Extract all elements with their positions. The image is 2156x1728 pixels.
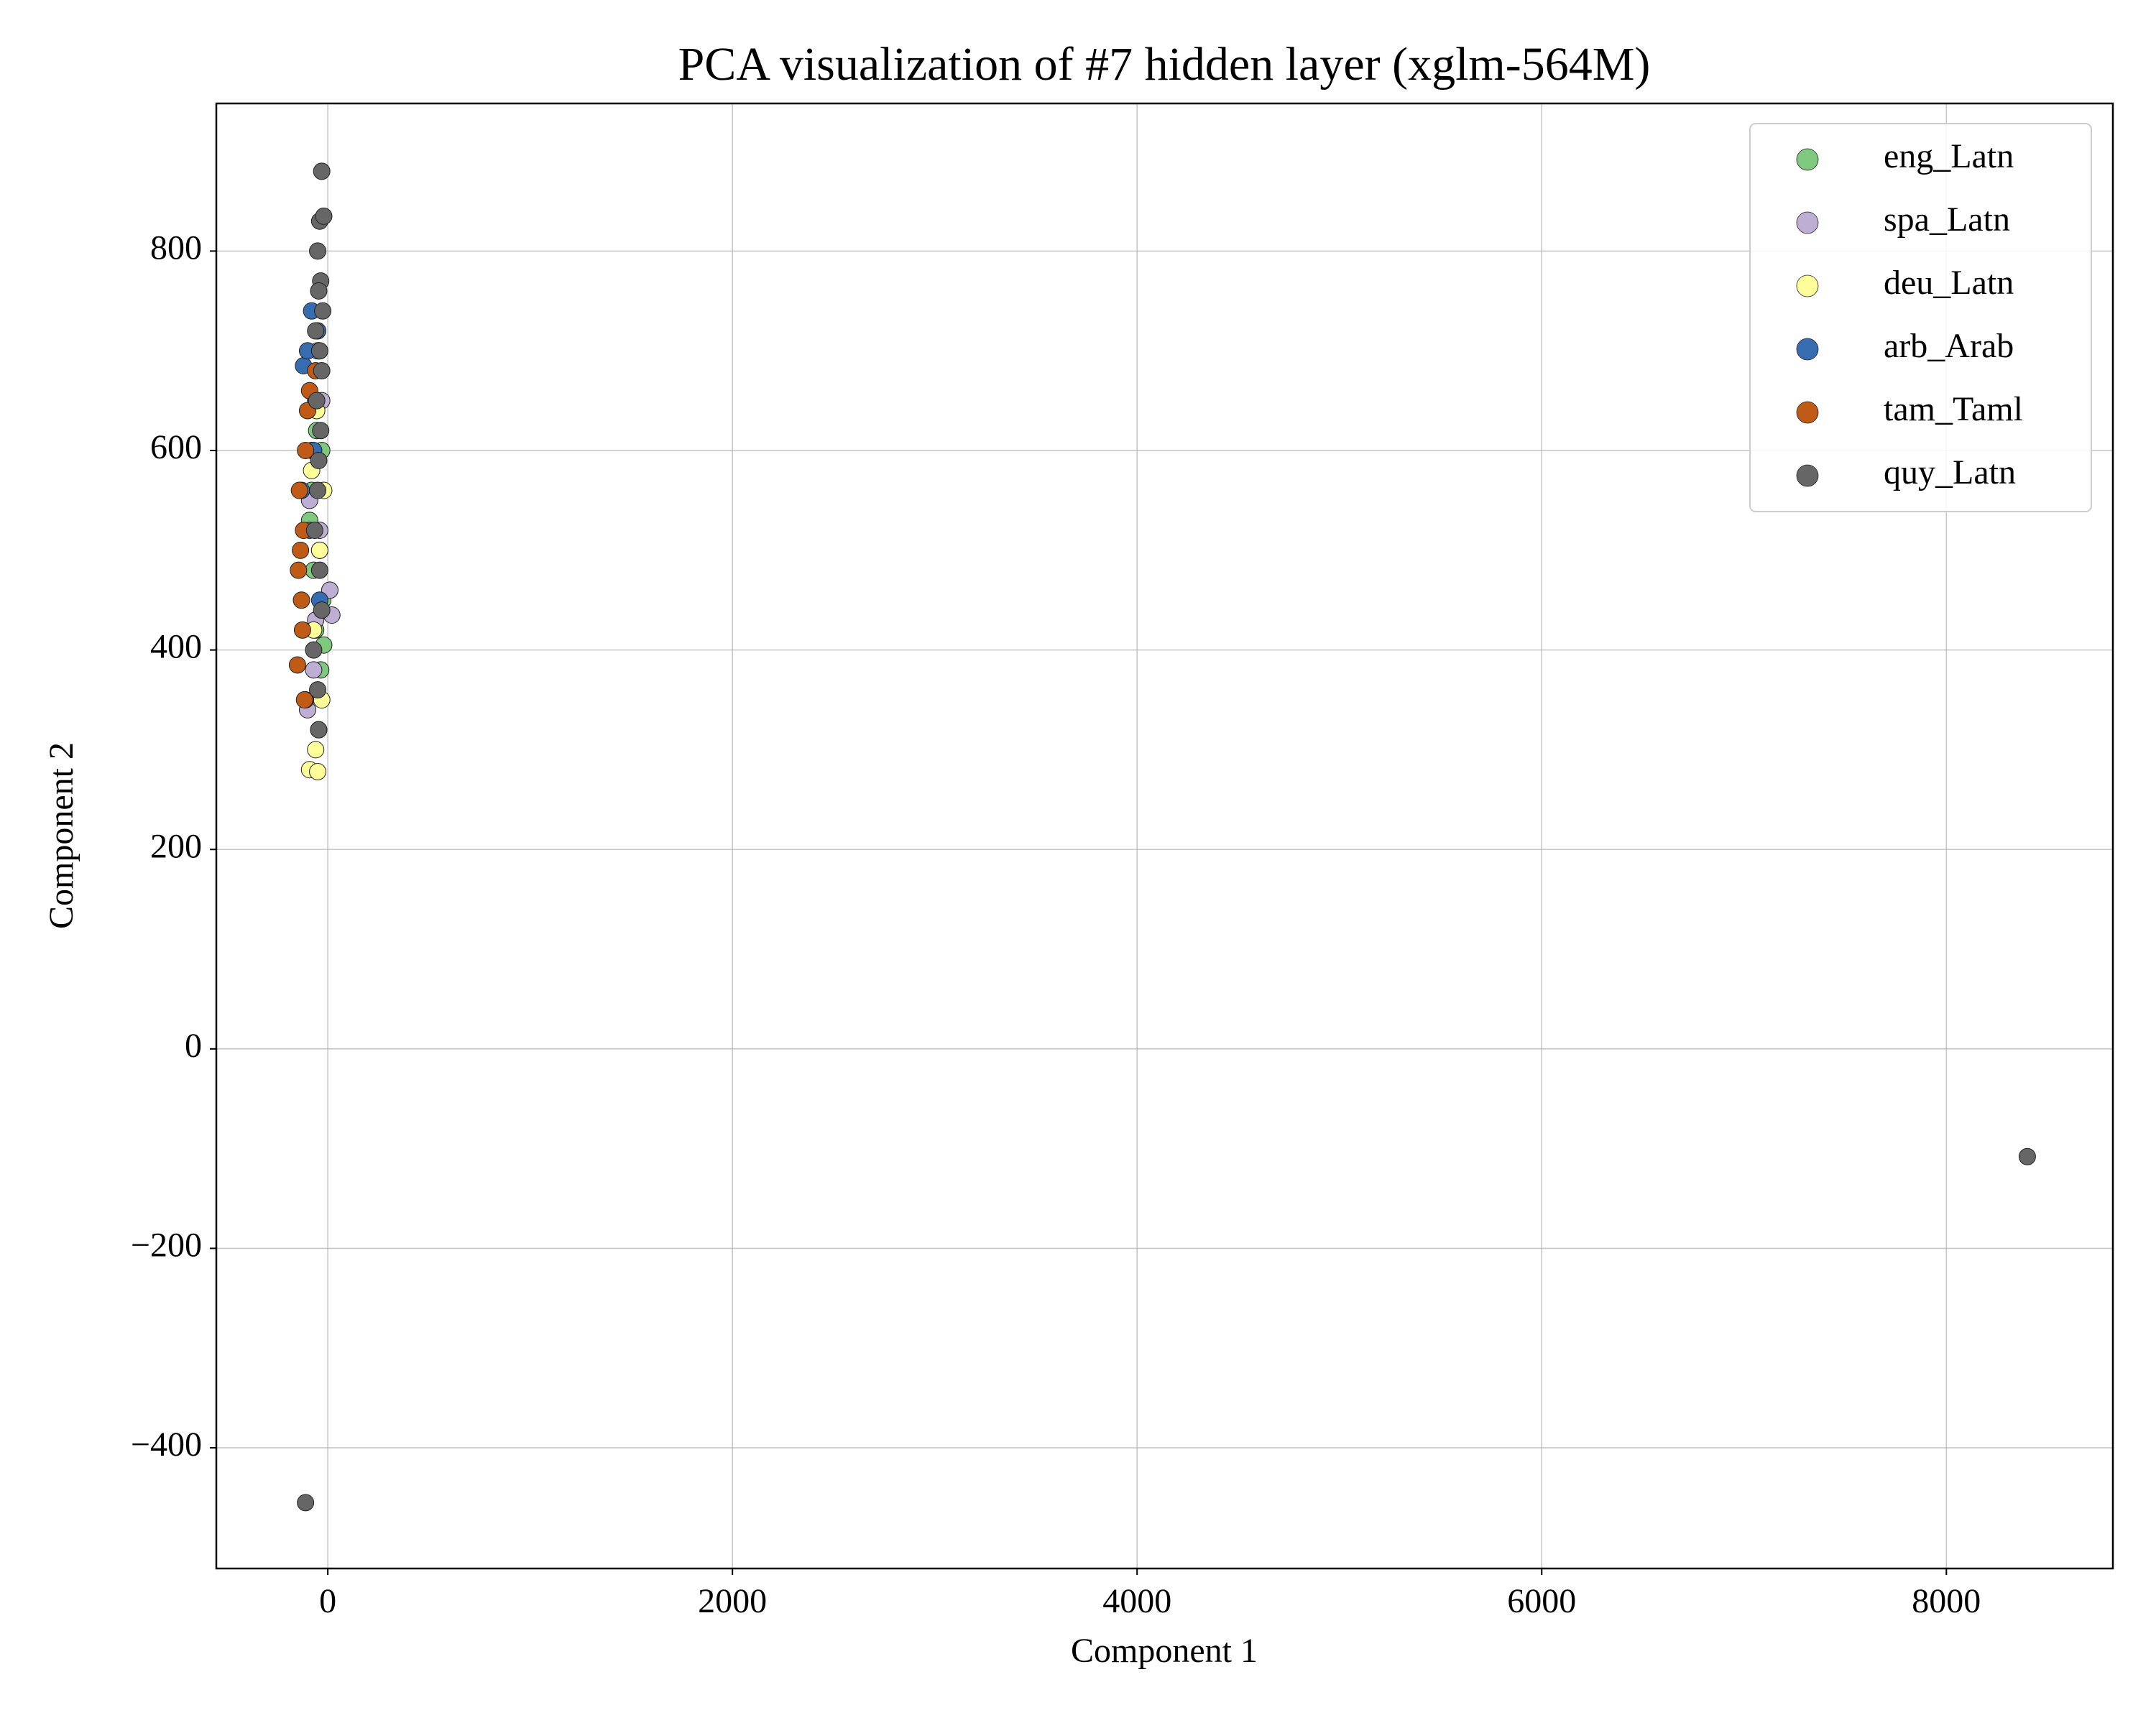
x-tick-label: 8000 (1912, 1582, 1981, 1620)
point (297, 1494, 315, 1512)
points (288, 162, 2036, 1512)
y-axis-label: Component 2 (42, 742, 80, 929)
y-tick-label: 200 (150, 827, 202, 865)
point (288, 656, 306, 674)
point (309, 242, 327, 260)
point (309, 762, 327, 780)
legend-label: quy_Latn (1884, 453, 2016, 491)
point (310, 342, 328, 360)
legend: eng_Latn spa_Latn deu_Latn arb_Arab tam_Taml… (1749, 123, 2092, 512)
point (310, 282, 328, 300)
y-tick-label: 400 (150, 628, 202, 666)
point (313, 361, 331, 379)
point (313, 162, 331, 180)
x-axis-label: Component 1 (1071, 1632, 1258, 1670)
point (312, 422, 330, 440)
y-tick-label: 800 (150, 228, 202, 267)
y-tick-label: −400 (131, 1426, 202, 1464)
point (310, 721, 328, 739)
point (308, 392, 326, 410)
point (313, 601, 331, 619)
point (309, 481, 327, 499)
plot-frame (215, 102, 2114, 1570)
legend-label: eng_Latn (1884, 137, 2014, 175)
legend-label: tam_Taml (1884, 390, 2023, 428)
grid: 0 2000 4000 6000 8000 −400 −200 0 200 400 600 800 (131, 103, 2113, 1620)
point (310, 561, 328, 579)
point (305, 522, 323, 540)
point (310, 541, 328, 559)
x-tick-label: 2000 (698, 1582, 767, 1620)
point (309, 681, 327, 699)
chart-title: PCA visualization of #7 hidden layer (xg… (678, 38, 1651, 91)
point (295, 691, 313, 709)
point (305, 661, 323, 679)
point (297, 442, 315, 460)
legend-label: spa_Latn (1884, 200, 2010, 239)
point (290, 481, 308, 499)
point (290, 561, 308, 579)
y-tick-label: 600 (150, 428, 202, 466)
legend-box (1749, 123, 2092, 512)
point (2018, 1147, 2036, 1165)
y-tick-label: 0 (185, 1027, 202, 1065)
legend-marker (1796, 464, 1819, 487)
point (292, 541, 310, 559)
point (315, 207, 333, 225)
x-tick-label: 6000 (1507, 1582, 1576, 1620)
x-tick-label: 0 (319, 1582, 336, 1620)
x-tick-label: 4000 (1102, 1582, 1171, 1620)
legend-marker (1796, 338, 1819, 361)
legend-marker (1796, 211, 1819, 234)
legend-marker (1796, 401, 1819, 424)
legend-marker (1796, 274, 1819, 297)
point (305, 641, 323, 659)
point (310, 451, 328, 469)
y-tick-label: −200 (131, 1226, 202, 1264)
legend-label: deu_Latn (1884, 264, 2014, 302)
point (307, 322, 325, 340)
point (307, 741, 325, 759)
legend-marker (1796, 148, 1819, 171)
point (292, 591, 310, 609)
point (293, 621, 311, 639)
legend-label: arb_Arab (1884, 327, 2014, 365)
point (314, 302, 332, 320)
